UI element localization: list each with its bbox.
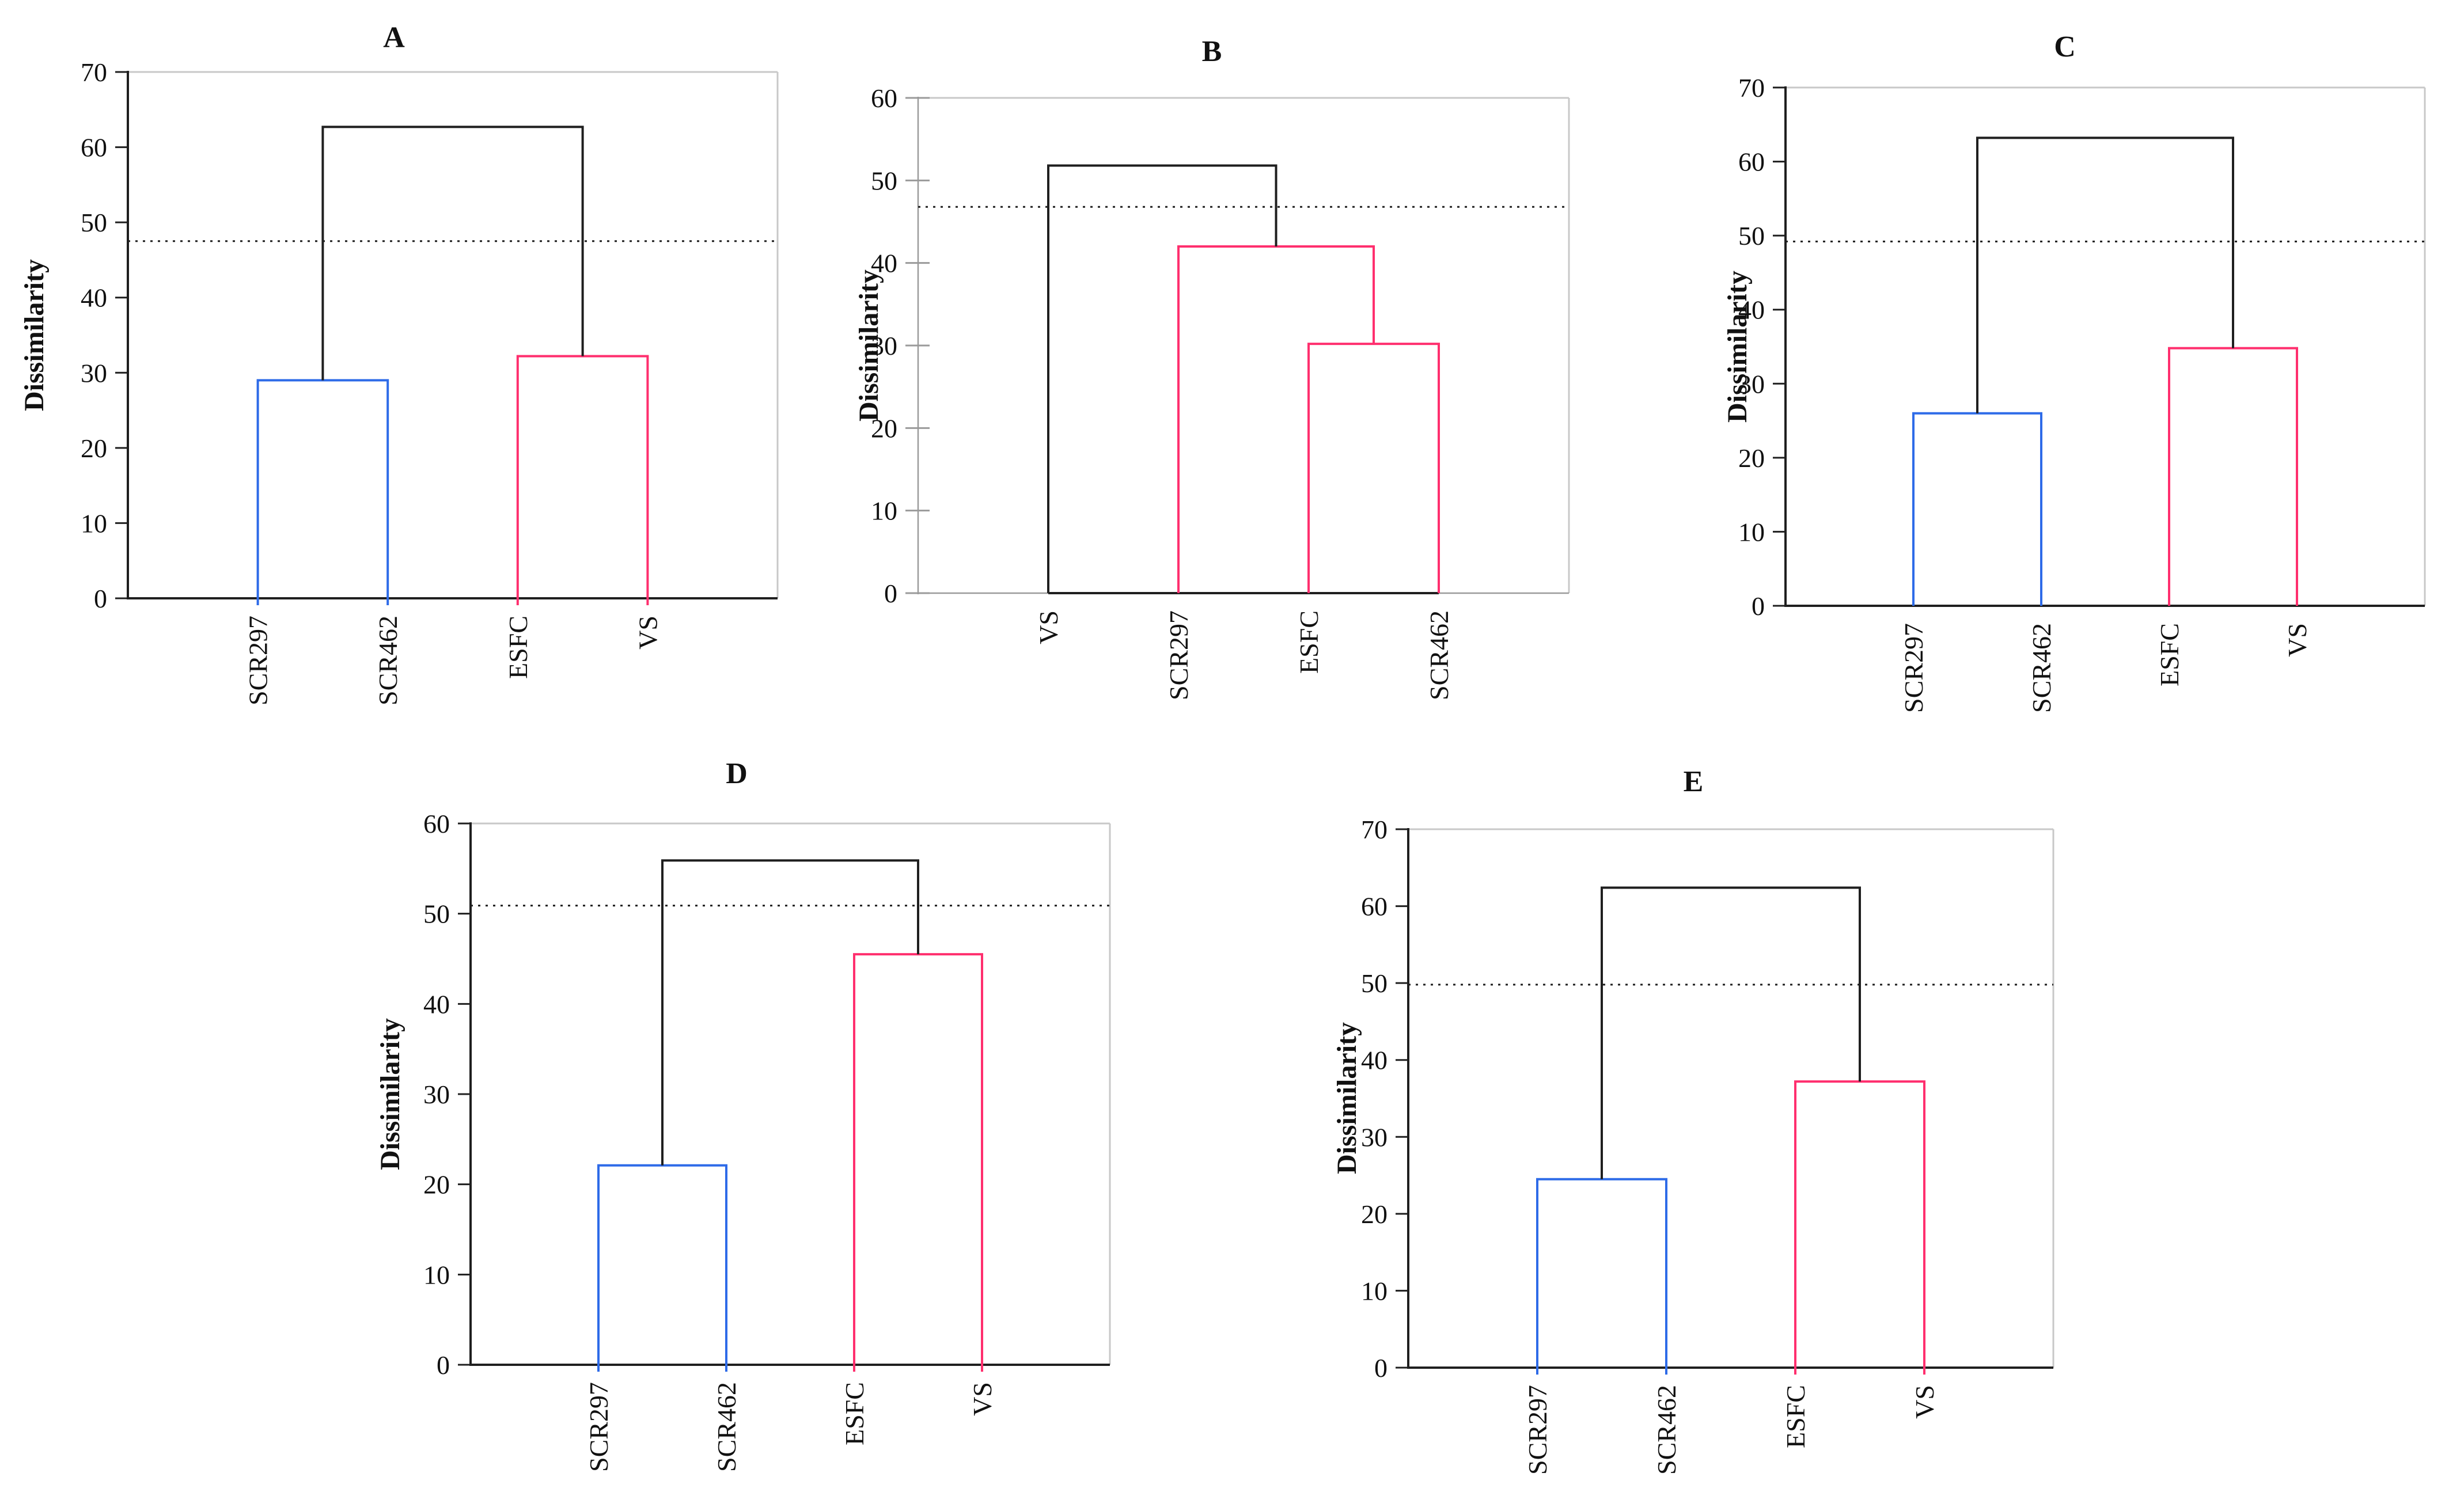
chart-title-e: E — [1683, 765, 1704, 798]
cluster-link-pink — [1794, 1080, 1925, 1368]
y-tick-label: 30 — [81, 358, 107, 388]
y-tick-label: 30 — [1361, 1122, 1388, 1152]
cluster-link-black — [1047, 164, 1278, 593]
chart-panel-d: 0 10 20 30 40 50 60 SCR297 SCR462 ESFC VS D Dissim… — [369, 743, 1198, 1488]
cluster-link-blue — [597, 1164, 727, 1365]
y-tick-label: 40 — [1738, 295, 1765, 325]
dendrogram-d: 0 10 20 30 40 50 60 SCR297 SCR462 ESFC VS — [423, 809, 1111, 1472]
y-tick-label: 40 — [871, 249, 897, 278]
y-tick-label: 0 — [1752, 591, 1765, 621]
y-tick-label: 40 — [81, 283, 107, 313]
cluster-link-black — [321, 126, 584, 381]
cluster-link-black — [1601, 886, 1861, 1179]
dendrogram-a: 0 10 20 30 40 50 60 70 SCR297 SCR462 ESFC VS — [81, 58, 779, 705]
y-tick-label: 10 — [1738, 517, 1765, 546]
x-axis-leaf-label: ESFC — [503, 616, 533, 679]
chart-panel-e: 0 10 20 30 40 50 60 70 SCR297 SCR462 ESFC VS E Diss… — [1307, 743, 2137, 1488]
x-axis-leaf-label: ESFC — [1781, 1385, 1810, 1448]
x-axis-leaf-label: SCR297 — [244, 616, 273, 705]
y-tick-label: 10 — [1361, 1276, 1388, 1305]
cluster-link-pink — [516, 355, 649, 598]
y-tick-label: 10 — [423, 1260, 450, 1289]
y-axis-title-c: Dissimilarity — [1722, 271, 1753, 423]
y-tick-label: 60 — [871, 83, 897, 113]
chart-title-b: B — [1201, 35, 1222, 68]
chart-panel-a: 0 10 20 30 40 50 60 70 SCR297 SCR462 ESFC VS A Diss… — [0, 0, 864, 766]
y-tick-label: 30 — [1738, 369, 1765, 398]
cluster-link-blue — [256, 379, 389, 598]
dendrogram-c: 0 10 20 30 40 50 60 70 SCR297 SCR462 ESFC VS — [1738, 73, 2426, 713]
x-axis-leaf-label: SCR462 — [1652, 1385, 1681, 1475]
x-axis-leaf-label: ESFC — [2155, 623, 2184, 686]
y-tick-label: 20 — [1361, 1199, 1388, 1229]
y-tick-label: 0 — [1374, 1353, 1388, 1383]
x-axis-leaf-label: SCR297 — [1899, 623, 1928, 713]
dendrogram-b: 0 10 20 30 40 50 60 VS SCR297 ESFC SCR462 — [871, 83, 1570, 700]
cluster-link-pink — [1307, 343, 1440, 593]
x-axis-leaf-label: SCR297 — [1164, 610, 1193, 700]
y-tick-label: 10 — [81, 508, 107, 538]
chart-panel-c: 0 10 20 30 40 50 60 70 SCR297 SCR462 ESFC VS C Diss… — [1699, 0, 2464, 783]
chart-title-c: C — [2054, 31, 2076, 63]
y-tick-label: 0 — [437, 1350, 450, 1380]
y-tick-label: 10 — [871, 496, 897, 526]
cluster-link-black — [1976, 136, 2234, 413]
chart-title-a: A — [383, 21, 405, 54]
y-axis-title-b: Dissimilarity — [854, 269, 884, 422]
x-axis-leaf-label: ESFC — [840, 1382, 869, 1445]
y-tick-label: 30 — [423, 1080, 450, 1109]
y-tick-label: 50 — [81, 208, 107, 237]
y-tick-label: 50 — [1738, 221, 1765, 250]
chart-panel-b: 0 10 20 30 40 50 60 VS SCR297 ESFC SCR462 B Dissim… — [829, 0, 1601, 783]
x-axis-leaf-label: VS — [633, 616, 662, 650]
x-axis-leaf-label: SCR462 — [2027, 623, 2056, 713]
y-tick-label: 50 — [871, 166, 897, 195]
y-tick-label: 60 — [1738, 147, 1765, 177]
y-tick-label: 20 — [871, 413, 897, 443]
y-tick-label: 50 — [423, 899, 450, 929]
x-axis-leaf-label: VS — [1034, 610, 1063, 644]
x-axis-leaf-label: SCR462 — [373, 616, 403, 705]
y-tick-label: 60 — [81, 133, 107, 162]
y-tick-label: 40 — [423, 989, 450, 1019]
y-tick-label: 0 — [884, 579, 897, 608]
y-tick-label: 70 — [1738, 73, 1765, 103]
cluster-link-black — [661, 859, 919, 1166]
y-tick-label: 0 — [94, 584, 107, 613]
y-tick-label: 20 — [423, 1170, 450, 1199]
cluster-link-pink — [2168, 347, 2298, 606]
chart-title-d: D — [726, 757, 748, 790]
x-axis-leaf-label: VS — [2283, 623, 2312, 657]
y-axis-title-a: Dissimilarity — [19, 259, 50, 411]
x-axis-leaf-label: VS — [968, 1382, 997, 1416]
x-axis-leaf-label: SCR297 — [1523, 1385, 1552, 1475]
x-axis-leaf-label: ESFC — [1294, 610, 1324, 674]
y-tick-label: 20 — [1738, 443, 1765, 473]
cluster-link-pink — [853, 953, 983, 1365]
y-tick-label: 70 — [1361, 815, 1388, 844]
y-tick-label: 50 — [1361, 969, 1388, 998]
cluster-link-pink — [1177, 245, 1375, 593]
x-axis-leaf-label: SCR462 — [1424, 610, 1454, 700]
y-tick-label: 60 — [1361, 892, 1388, 921]
x-axis-leaf-label: SCR297 — [584, 1382, 613, 1472]
y-tick-label: 70 — [81, 58, 107, 87]
y-axis-title-d: Dissimilarity — [375, 1018, 405, 1170]
y-tick-label: 40 — [1361, 1046, 1388, 1075]
cluster-link-blue — [1536, 1178, 1667, 1368]
y-tick-label: 20 — [81, 434, 107, 463]
y-tick-label: 30 — [871, 331, 897, 360]
x-axis-leaf-label: VS — [1910, 1385, 1939, 1419]
y-axis-title-e: Dissimilarity — [1332, 1022, 1362, 1174]
y-tick-label: 60 — [423, 809, 450, 838]
dendrogram-e: 0 10 20 30 40 50 60 70 SCR297 SCR462 ESFC VS — [1361, 815, 2054, 1475]
x-axis-leaf-label: SCR462 — [712, 1382, 741, 1472]
cluster-link-blue — [1912, 412, 2042, 606]
